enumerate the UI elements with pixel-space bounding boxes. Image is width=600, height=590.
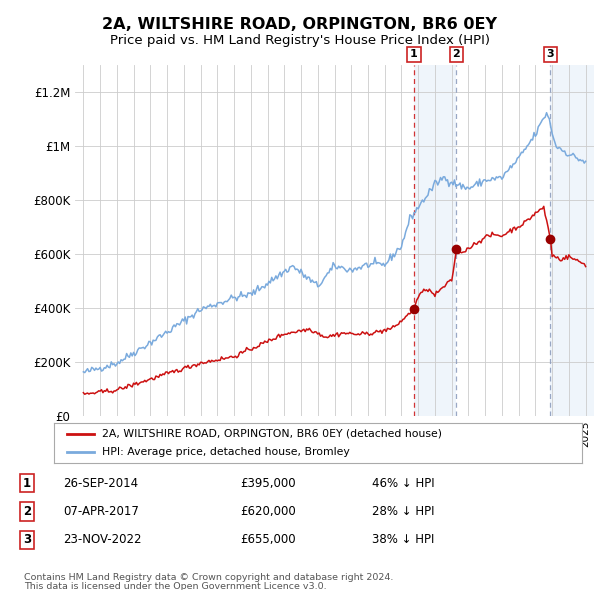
Text: 3: 3 [547, 50, 554, 60]
Text: HPI: Average price, detached house, Bromley: HPI: Average price, detached house, Brom… [101, 447, 349, 457]
Text: £655,000: £655,000 [240, 533, 296, 546]
Text: 3: 3 [23, 533, 31, 546]
Text: Price paid vs. HM Land Registry's House Price Index (HPI): Price paid vs. HM Land Registry's House … [110, 34, 490, 47]
Text: 07-APR-2017: 07-APR-2017 [63, 505, 139, 518]
Text: £620,000: £620,000 [240, 505, 296, 518]
Text: 2A, WILTSHIRE ROAD, ORPINGTON, BR6 0EY (detached house): 2A, WILTSHIRE ROAD, ORPINGTON, BR6 0EY (… [101, 429, 442, 439]
Text: 23-NOV-2022: 23-NOV-2022 [63, 533, 142, 546]
Text: 1: 1 [410, 50, 418, 60]
Text: This data is licensed under the Open Government Licence v3.0.: This data is licensed under the Open Gov… [24, 582, 326, 590]
Text: 2A, WILTSHIRE ROAD, ORPINGTON, BR6 0EY: 2A, WILTSHIRE ROAD, ORPINGTON, BR6 0EY [103, 17, 497, 31]
Text: 26-SEP-2014: 26-SEP-2014 [63, 477, 138, 490]
Text: 46% ↓ HPI: 46% ↓ HPI [372, 477, 434, 490]
Bar [414, 65, 456, 416]
Text: Contains HM Land Registry data © Crown copyright and database right 2024.: Contains HM Land Registry data © Crown c… [24, 573, 394, 582]
Bar [550, 65, 594, 416]
Text: 2: 2 [23, 505, 31, 518]
Text: £395,000: £395,000 [240, 477, 296, 490]
Text: 38% ↓ HPI: 38% ↓ HPI [372, 533, 434, 546]
Text: 1: 1 [23, 477, 31, 490]
Text: 2: 2 [452, 50, 460, 60]
Text: 28% ↓ HPI: 28% ↓ HPI [372, 505, 434, 518]
